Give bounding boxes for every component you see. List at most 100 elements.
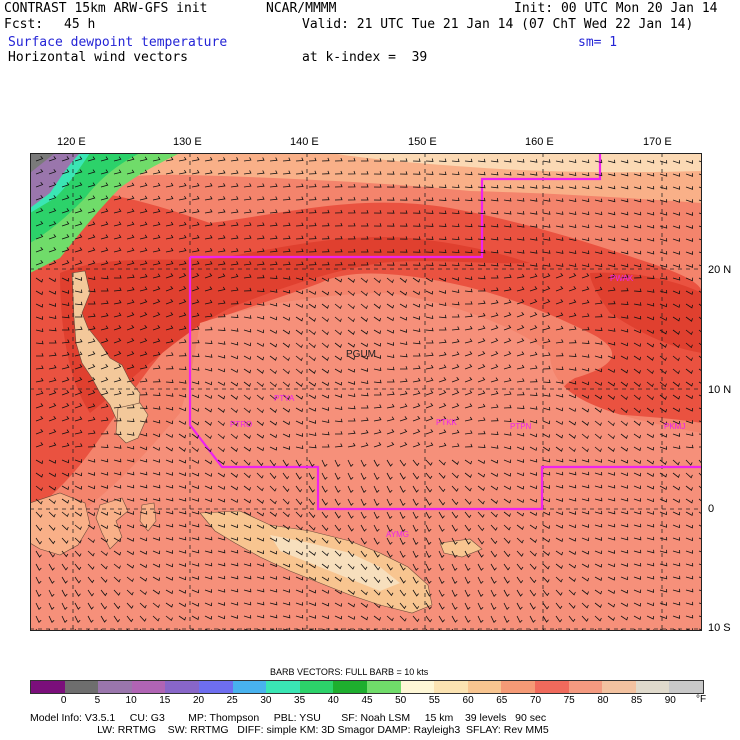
wind-barb bbox=[204, 446, 212, 453]
wind-barb bbox=[308, 170, 317, 175]
wind-barb bbox=[230, 394, 238, 400]
wind-barb bbox=[373, 563, 381, 571]
wind-barb bbox=[451, 236, 460, 241]
wind-barb bbox=[308, 157, 317, 162]
wind-barb bbox=[282, 381, 290, 388]
wind-barb bbox=[282, 183, 291, 188]
wind-barb bbox=[438, 210, 447, 214]
wind-barb bbox=[217, 235, 226, 240]
wind-barb bbox=[334, 589, 342, 595]
wind-barb bbox=[555, 380, 564, 384]
wind-barb bbox=[620, 510, 629, 515]
wind-barb bbox=[633, 536, 642, 541]
dewpoint-cold-corner-gray bbox=[30, 153, 55, 173]
wind-barb bbox=[178, 221, 187, 227]
wind-barb bbox=[412, 262, 421, 266]
wind-barb bbox=[412, 498, 419, 506]
wind-barb bbox=[48, 550, 56, 558]
wind-barb bbox=[438, 290, 446, 294]
wind-barb bbox=[139, 589, 147, 596]
wind-barb bbox=[139, 405, 148, 409]
wind-barb bbox=[412, 390, 421, 396]
wind-barb bbox=[35, 615, 42, 623]
wind-barb bbox=[503, 185, 512, 189]
wind-barb bbox=[399, 511, 406, 519]
wind-barb bbox=[451, 289, 460, 294]
wind-barb bbox=[256, 274, 265, 279]
wind-barb bbox=[685, 432, 694, 437]
wind-barb bbox=[464, 158, 473, 163]
wind-barb bbox=[425, 364, 434, 370]
wind-barb bbox=[74, 289, 83, 294]
wind-barb bbox=[529, 511, 537, 517]
wind-barb bbox=[269, 563, 277, 568]
wind-barb bbox=[243, 511, 252, 516]
wind-barb bbox=[321, 550, 329, 557]
wind-barb bbox=[620, 368, 628, 374]
scale-tick-label: 55 bbox=[428, 695, 440, 706]
wind-barb bbox=[360, 303, 368, 310]
wind-barb bbox=[74, 589, 81, 597]
wind-barb bbox=[581, 563, 589, 569]
wind-barb bbox=[295, 614, 304, 619]
wind-barb bbox=[477, 485, 485, 491]
wind-barb bbox=[594, 407, 602, 413]
wind-barb bbox=[152, 524, 161, 528]
wind-barb bbox=[295, 524, 303, 531]
lon-label-140e: 140 E bbox=[290, 136, 319, 148]
wind-barb bbox=[204, 420, 212, 426]
wind-barb bbox=[464, 210, 473, 215]
wind-barb bbox=[74, 403, 83, 409]
wind-barb bbox=[607, 510, 616, 515]
wind-barb bbox=[438, 511, 445, 519]
wind-barb bbox=[594, 224, 603, 229]
wind-barb bbox=[282, 209, 291, 214]
wind-barb bbox=[412, 340, 421, 345]
wind-barb bbox=[191, 523, 200, 528]
wind-barb bbox=[321, 329, 329, 336]
wind-barb bbox=[361, 248, 369, 253]
wind-barb bbox=[594, 250, 603, 255]
wind-barb bbox=[230, 485, 238, 491]
wind-barb bbox=[165, 312, 174, 318]
wind-barb bbox=[178, 589, 187, 594]
wind-barb bbox=[516, 589, 523, 597]
wind-barb bbox=[230, 524, 238, 529]
wind-barb bbox=[35, 156, 44, 162]
wind-barb bbox=[672, 199, 680, 203]
wind-barb bbox=[425, 498, 432, 506]
wind-barb bbox=[269, 368, 277, 375]
wind-barb bbox=[412, 615, 420, 623]
wind-barb bbox=[412, 210, 421, 214]
wind-barb bbox=[113, 234, 122, 240]
wind-barb bbox=[126, 247, 135, 253]
wind-barb bbox=[100, 472, 109, 476]
wind-barb bbox=[321, 303, 329, 309]
wind-barb bbox=[243, 485, 251, 491]
wind-barb bbox=[399, 429, 408, 435]
wind-barb bbox=[126, 182, 135, 188]
wind-barb bbox=[542, 172, 551, 176]
station-ptya: PTYA bbox=[274, 394, 295, 403]
wind-barb bbox=[581, 340, 590, 344]
wind-barb bbox=[399, 416, 408, 422]
wind-barb bbox=[61, 169, 70, 175]
wind-barb bbox=[516, 511, 524, 517]
wind-barb bbox=[321, 498, 328, 506]
wind-barb bbox=[230, 498, 239, 503]
wind-barb bbox=[126, 615, 134, 623]
new-britain-land bbox=[439, 538, 483, 558]
wind-barb bbox=[230, 170, 239, 175]
wind-barb bbox=[126, 432, 135, 436]
wind-barb bbox=[321, 628, 329, 631]
wind-barb bbox=[685, 381, 693, 387]
wind-barb bbox=[425, 416, 434, 422]
wind-barb bbox=[503, 418, 512, 422]
wind-barb bbox=[308, 459, 315, 467]
wind-barb bbox=[204, 367, 213, 372]
wind-barb bbox=[282, 170, 291, 175]
wind-barb bbox=[256, 261, 265, 266]
wind-barb bbox=[529, 458, 538, 463]
wind-barb bbox=[581, 446, 589, 453]
wind-barb bbox=[74, 182, 83, 188]
